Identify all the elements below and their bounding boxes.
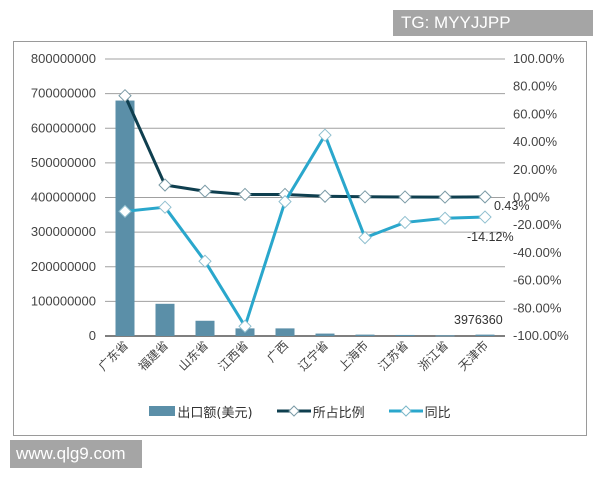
annotation-bar-value: 3976360	[454, 313, 503, 327]
right-axis-tick: -80.00%	[513, 300, 562, 315]
diamond-marker-icon[interactable]	[198, 184, 212, 198]
left-axis-tick: 0	[89, 328, 96, 343]
right-axis-tick: 40.00%	[513, 134, 558, 149]
legend-label: 出口额(美元)	[177, 405, 253, 421]
line-series-yoy	[118, 128, 492, 334]
category-label: 上海市	[335, 338, 371, 374]
category-label: 广西	[264, 338, 291, 365]
bar[interactable]	[195, 320, 215, 336]
legend-item-yoy[interactable]: 同比	[388, 402, 451, 421]
diamond-marker-icon[interactable]	[398, 215, 412, 230]
category-axis-labels: 广东省 福建省 山东省 江西省 广西 辽宁省 上海市 江苏省 浙江省 天津市	[96, 338, 491, 374]
watermark-top: TG: MYYJJPP	[393, 10, 593, 36]
diamond-marker-icon[interactable]	[118, 204, 132, 219]
line-diamond-marker-icon	[276, 405, 311, 417]
category-label: 辽宁省	[295, 338, 331, 374]
right-axis-tick: 0.00%	[513, 190, 550, 205]
bar[interactable]	[395, 334, 415, 336]
category-label: 天津市	[455, 338, 491, 374]
diamond-marker-icon[interactable]	[438, 211, 452, 225]
bar[interactable]	[475, 334, 495, 336]
bar[interactable]	[115, 100, 135, 336]
left-axis-tick: 800000000	[31, 51, 96, 66]
bar[interactable]	[355, 334, 375, 336]
combo-chart: 0 100000000 200000000 300000000 400000000 500…	[31, 51, 569, 374]
category-label: 福建省	[135, 338, 171, 374]
bar[interactable]	[435, 335, 455, 337]
right-axis-tick: -40.00%	[513, 245, 562, 260]
diamond-marker-icon[interactable]	[438, 190, 452, 204]
left-axis-tick: 700000000	[31, 86, 96, 101]
line-diamond-marker-icon	[388, 405, 423, 417]
right-axis-tick: 80.00%	[513, 79, 558, 94]
diamond-marker-icon[interactable]	[158, 200, 172, 214]
diamond-marker-icon[interactable]	[478, 190, 492, 204]
diamond-marker-icon[interactable]	[398, 190, 412, 204]
category-label: 江苏省	[376, 338, 411, 373]
right-axis-tick: -20.00%	[513, 217, 562, 232]
right-axis-ticks: -100.00% -80.00% -60.00% -40.00% -20.00% 0.00…	[513, 51, 569, 343]
diamond-marker-icon[interactable]	[118, 88, 132, 103]
diamond-marker-icon[interactable]	[478, 210, 492, 224]
diamond-marker-icon[interactable]	[318, 128, 332, 142]
right-axis-tick: -100.00%	[513, 328, 569, 343]
left-axis-tick: 100000000	[31, 293, 96, 308]
chart-frame	[13, 41, 587, 436]
right-axis-tick: 100.00%	[513, 51, 565, 66]
legend-label: 同比	[424, 405, 451, 421]
right-axis-tick: 60.00%	[513, 106, 558, 121]
legend: 出口额(美元) 所占比例 同比	[0, 400, 600, 422]
legend-label: 所占比例	[312, 405, 365, 421]
legend-item-share[interactable]: 所占比例	[276, 402, 365, 421]
left-axis-tick: 300000000	[31, 224, 96, 239]
bar[interactable]	[155, 303, 175, 336]
diamond-marker-icon[interactable]	[198, 254, 212, 268]
diamond-marker-icon[interactable]	[358, 230, 372, 245]
left-axis-ticks: 0 100000000 200000000 300000000 400000000 500…	[31, 51, 96, 343]
annotation-yoy-value: -14.12%	[467, 230, 514, 244]
data-annotations: 3976360 0.43% -14.12%	[454, 199, 529, 327]
left-axis-tick: 200000000	[31, 259, 96, 274]
diamond-marker-icon[interactable]	[318, 189, 332, 203]
diamond-marker-icon[interactable]	[238, 319, 252, 334]
left-axis-tick: 400000000	[31, 190, 96, 205]
diamond-marker-icon[interactable]	[238, 187, 252, 202]
legend-item-export[interactable]: 出口额(美元)	[149, 402, 253, 421]
diamond-marker-icon[interactable]	[358, 190, 372, 204]
right-axis-tick: -60.00%	[513, 273, 562, 288]
watermark-bottom: www.qlg9.com	[10, 440, 142, 468]
left-axis-tick: 600000000	[31, 120, 96, 135]
right-axis-tick: 20.00%	[513, 162, 558, 177]
left-axis-tick: 500000000	[31, 155, 96, 170]
category-label: 浙江省	[416, 338, 451, 373]
line-series-share	[118, 88, 492, 204]
diamond-marker-icon[interactable]	[278, 194, 292, 209]
bar-swatch-icon	[149, 406, 176, 416]
bar[interactable]	[315, 333, 335, 336]
category-label: 广东省	[96, 338, 131, 373]
category-label: 江西省	[216, 338, 251, 373]
bar[interactable]	[275, 328, 295, 336]
annotation-share-value: 0.43%	[494, 199, 529, 213]
category-label: 山东省	[176, 338, 211, 373]
diamond-marker-icon[interactable]	[158, 178, 172, 192]
